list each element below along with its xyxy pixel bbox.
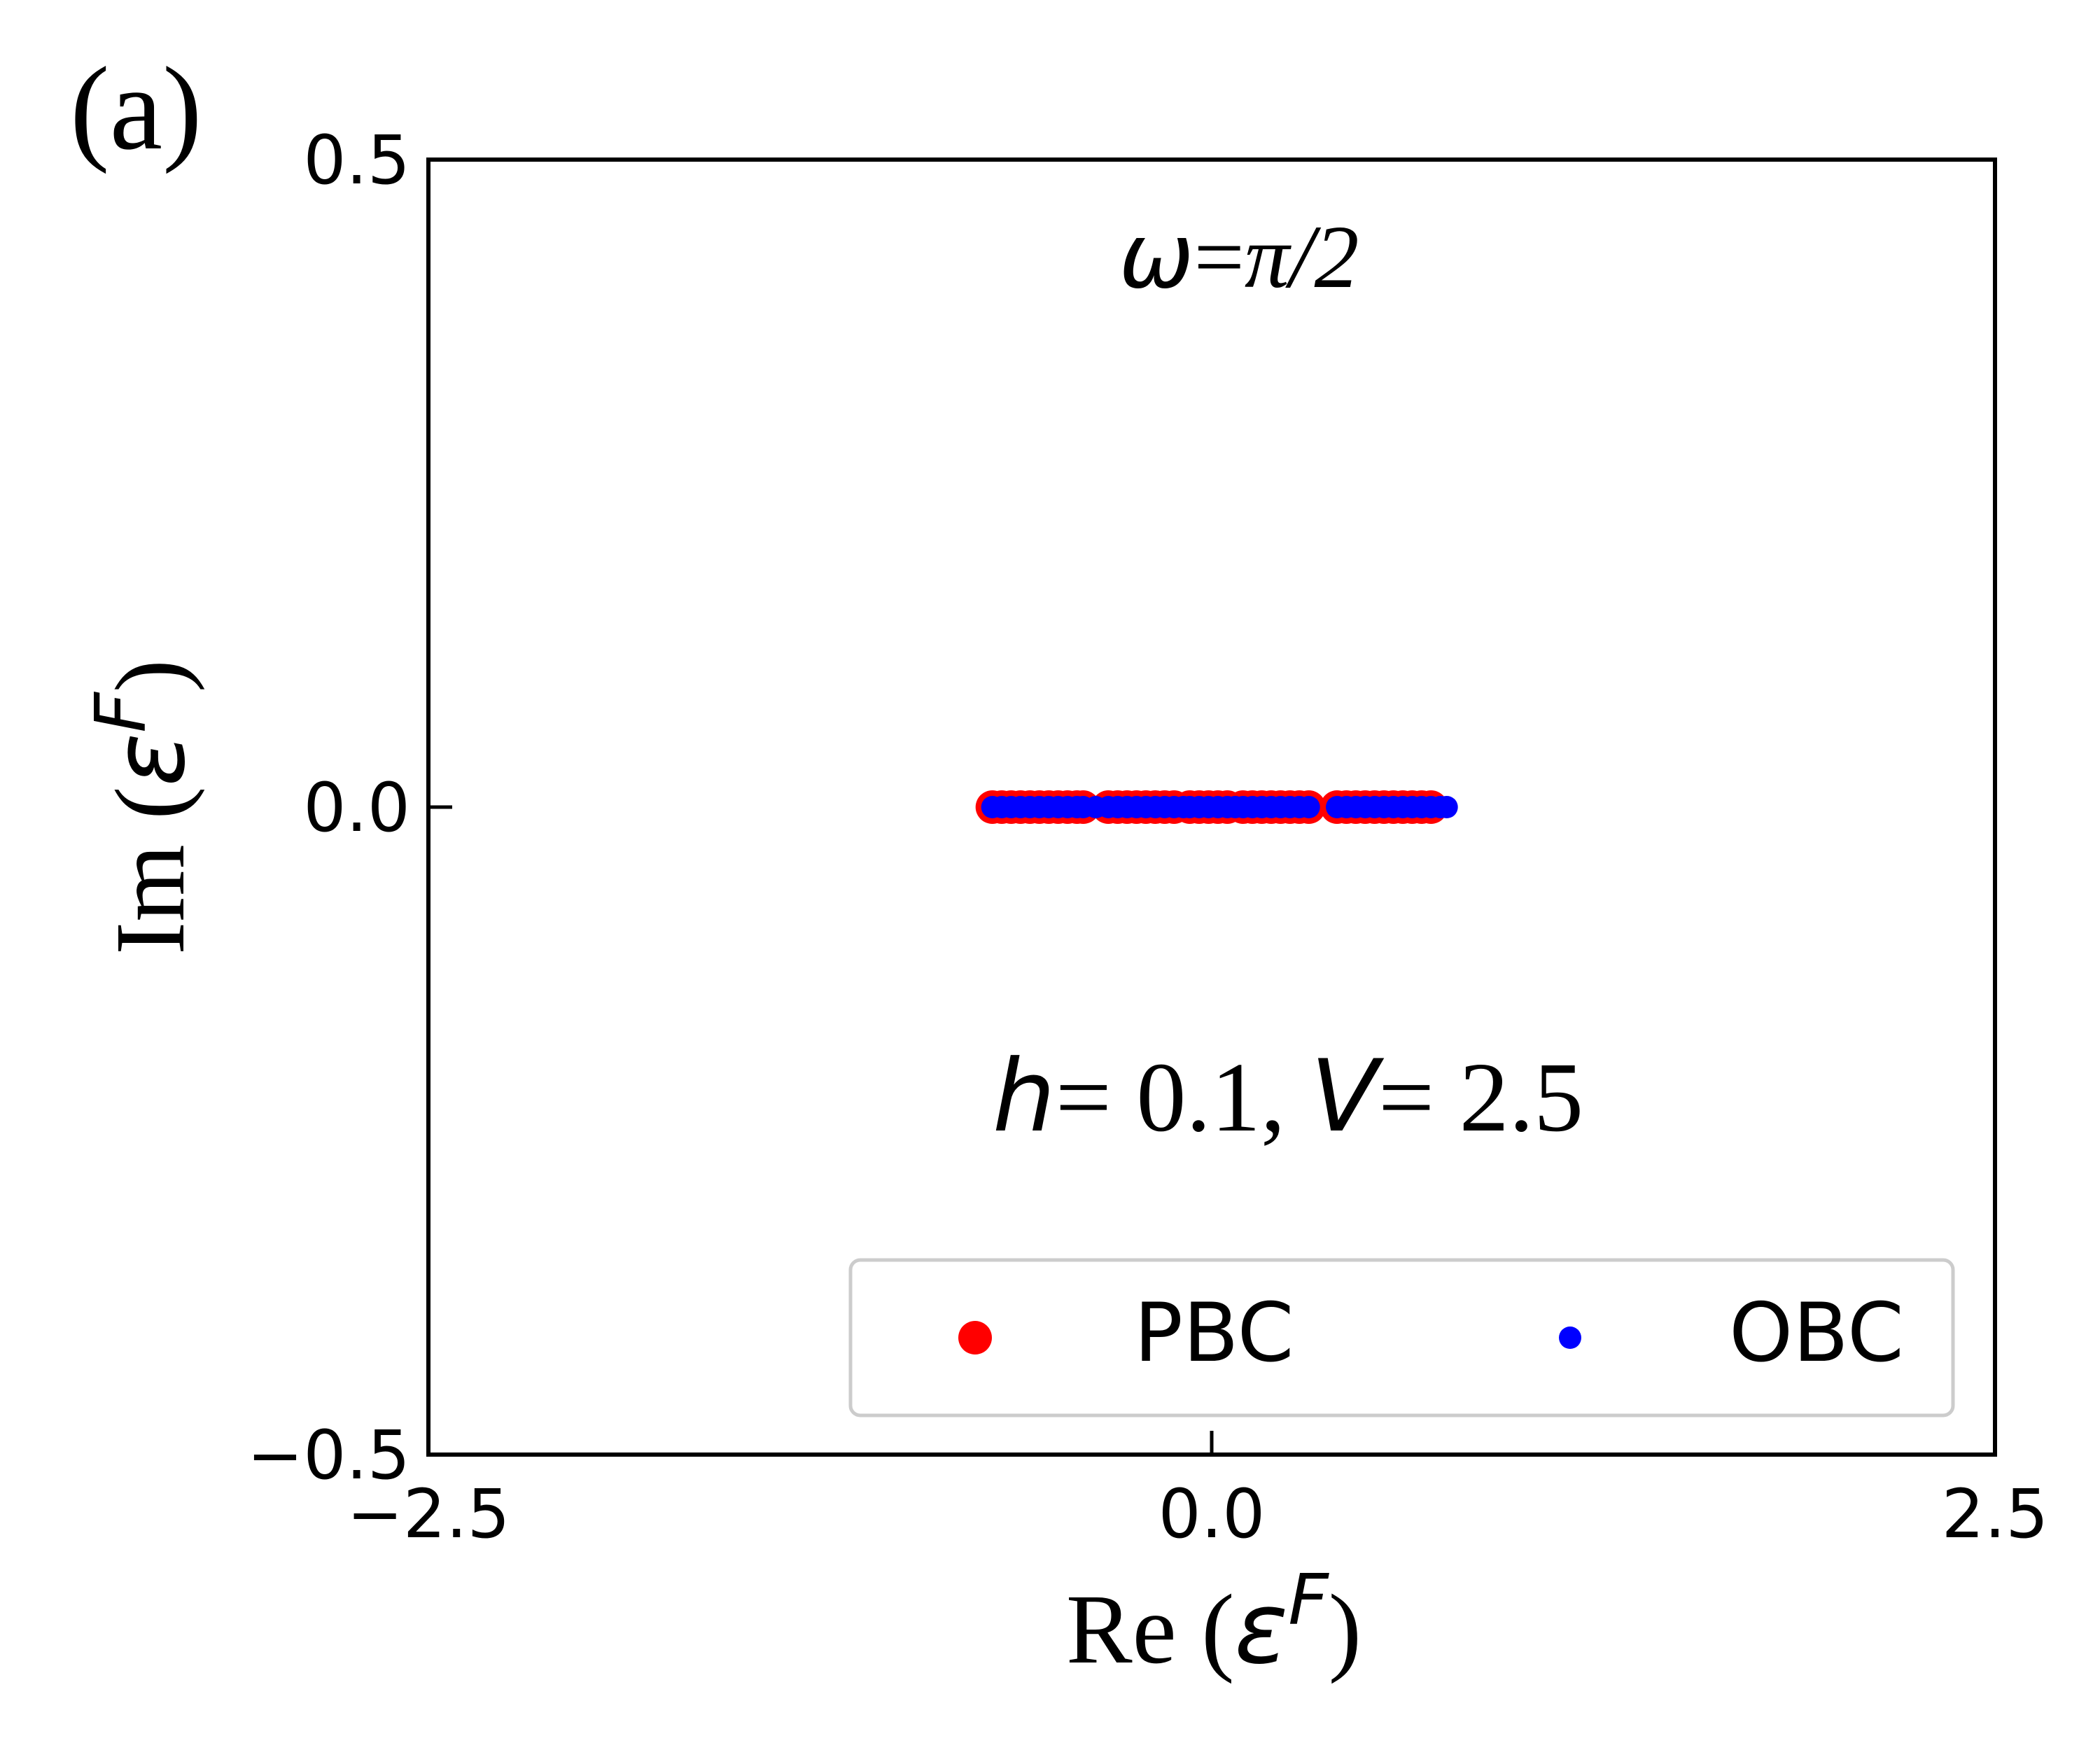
params-annotation: h= 0.1, V= 2.5 <box>993 1039 1583 1154</box>
y-tick-label-1: 0.0 <box>303 769 410 847</box>
point-obc-34 <box>1297 796 1320 818</box>
legend-box <box>848 1258 1955 1418</box>
omega-symbol: ω <box>1119 204 1194 309</box>
omega-annotation: ω=π/2 <box>1119 204 1359 309</box>
x-axis-label: Re (εF) <box>1066 1559 1362 1686</box>
v-value: = 2.5 <box>1378 1042 1583 1152</box>
omega-equals: = <box>1194 207 1245 307</box>
y-tick-label-0: −0.5 <box>247 1416 410 1494</box>
x-tick-label-0: −2.5 <box>346 1475 510 1553</box>
omega-value: π/2 <box>1245 207 1359 307</box>
legend-marker-pbc <box>958 1321 992 1354</box>
legend-label-pbc: PBC <box>1134 1286 1294 1380</box>
x-tick-label-1: 0.0 <box>1158 1475 1266 1553</box>
y-tick-label-2: 0.5 <box>303 121 410 200</box>
legend: PBC OBC <box>848 1258 1955 1418</box>
markers-layer <box>975 790 1458 824</box>
panel-label: (a) <box>70 43 202 174</box>
ticks-layer: −2.5 0.0 2.5 −0.5 0.0 0.5 <box>247 121 2048 1553</box>
legend-marker-obc <box>1559 1326 1581 1349</box>
h-symbol: h <box>993 1039 1056 1154</box>
v-symbol: V <box>1310 1039 1385 1154</box>
y-axis-label: Im (εF) <box>80 659 207 955</box>
x-tick-label-2: 2.5 <box>1942 1475 2049 1553</box>
point-obc-47 <box>1435 796 1458 818</box>
legend-label-obc: OBC <box>1729 1286 1904 1380</box>
h-value: = 0.1, <box>1056 1042 1286 1152</box>
